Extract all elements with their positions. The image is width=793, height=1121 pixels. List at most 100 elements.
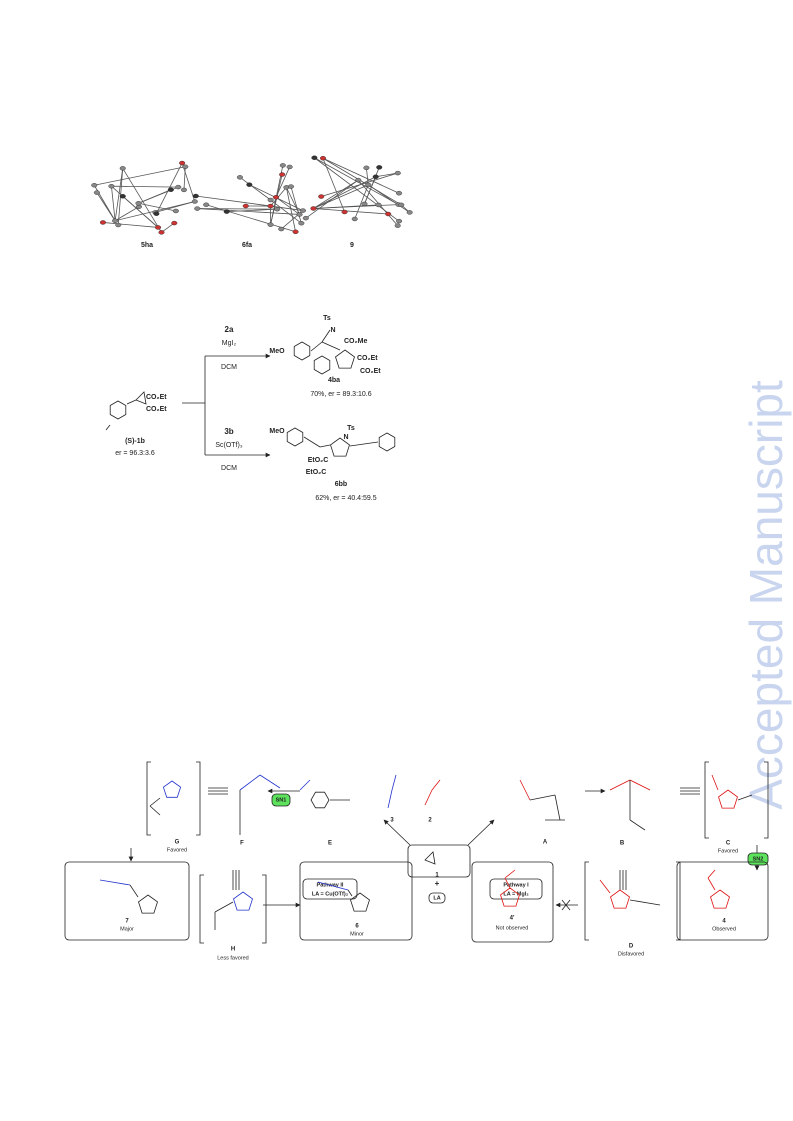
bond (313, 184, 369, 209)
label: Sc(OTf)₃ (215, 442, 242, 449)
bond (529, 794, 556, 801)
box (299, 861, 413, 941)
bond (629, 779, 651, 791)
label: Minor (350, 931, 364, 937)
atom (179, 160, 186, 166)
label: Observed (712, 926, 736, 932)
atom (135, 201, 142, 206)
bond (111, 185, 179, 188)
label: Ts (347, 425, 355, 432)
atom (93, 190, 100, 195)
label: CO₂Et (146, 394, 167, 401)
label: CO₂Et (360, 368, 381, 375)
atom (203, 202, 210, 207)
bracket (262, 874, 267, 944)
atom (267, 197, 274, 203)
atom (396, 218, 403, 224)
ring-small (500, 887, 520, 907)
atom (182, 164, 189, 169)
bond (239, 774, 261, 791)
atom (363, 165, 370, 171)
label: Disfavored (618, 951, 644, 957)
label: 3b (224, 427, 233, 436)
bond (711, 774, 719, 791)
atom (279, 163, 286, 168)
bond (519, 779, 531, 801)
atom (376, 165, 383, 170)
bond (290, 186, 302, 224)
crystal-label: 5ha (141, 242, 153, 249)
bond (310, 341, 323, 352)
label: SN1 (276, 797, 287, 803)
ring (286, 427, 304, 447)
label: C (726, 841, 731, 847)
bond (126, 399, 137, 405)
ring-small (138, 894, 158, 914)
atom (355, 177, 362, 183)
atom (273, 195, 280, 200)
label: 4ba (328, 377, 340, 384)
atom (318, 194, 325, 199)
atom (172, 208, 179, 214)
bond (149, 805, 161, 816)
atom (287, 184, 294, 189)
bond (122, 195, 159, 228)
bond (737, 794, 753, 801)
bond (321, 341, 341, 351)
bond (183, 166, 186, 190)
atom (385, 211, 392, 217)
label: LA (433, 895, 440, 901)
atom (375, 202, 382, 208)
bond (214, 901, 234, 913)
bond (375, 172, 398, 178)
ring-small (710, 889, 730, 909)
bond (707, 869, 716, 879)
atom (341, 209, 348, 215)
box (471, 861, 554, 943)
atom (99, 220, 106, 225)
bond (155, 201, 195, 213)
label: 7 (125, 919, 129, 925)
bond (431, 779, 441, 791)
ring (313, 355, 331, 375)
ring-small (335, 349, 355, 369)
atom (394, 170, 401, 176)
bond (707, 877, 716, 891)
label: D (629, 944, 634, 950)
ring-small (610, 889, 630, 909)
ring (109, 400, 127, 420)
label: 4' (510, 916, 515, 922)
bond (197, 208, 278, 210)
bond (305, 179, 359, 219)
atom (286, 164, 293, 170)
label: 2 (428, 818, 432, 824)
bond (105, 424, 111, 431)
atom (236, 175, 243, 180)
bond (102, 222, 159, 228)
atom (296, 212, 303, 217)
bond (599, 879, 611, 894)
bond (629, 899, 661, 906)
atom (119, 166, 126, 171)
label: N (330, 327, 335, 334)
label: CO₂Me (344, 338, 367, 345)
atom (394, 223, 401, 228)
bracket (676, 861, 681, 941)
bond (138, 189, 172, 204)
label: Favored (167, 847, 187, 853)
atom (351, 216, 358, 222)
bond (313, 204, 379, 209)
ring (293, 341, 311, 361)
bracket (146, 761, 151, 836)
bracket (704, 761, 709, 839)
label: SN2 (753, 856, 764, 862)
ring-small (233, 891, 253, 911)
label: DCM (221, 364, 237, 371)
label: 2a (225, 325, 234, 334)
bond (138, 202, 176, 212)
label: A (543, 840, 548, 846)
bond (259, 774, 281, 789)
label: H (231, 947, 235, 953)
atom (115, 222, 122, 228)
bond (313, 179, 359, 209)
